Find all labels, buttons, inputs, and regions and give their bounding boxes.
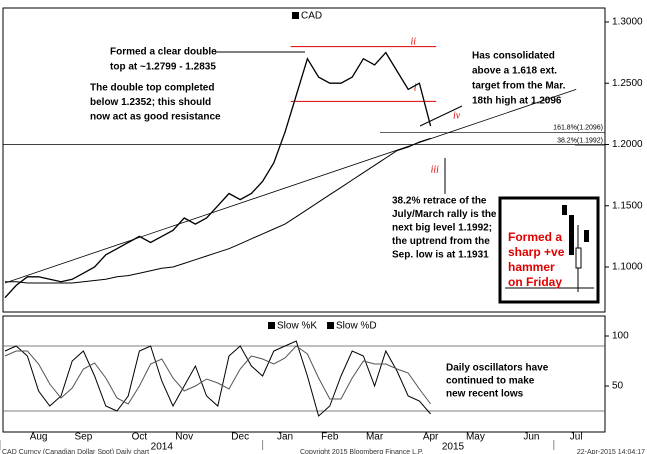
series-line xyxy=(5,137,431,284)
footer: Copyright 2015 Bloomberg Finance L.P. xyxy=(300,449,424,454)
x-tick-label: Jun xyxy=(523,432,539,443)
series-line xyxy=(4,340,431,417)
annotation: 18th high at 1.2096 xyxy=(472,96,562,107)
inset-note: sharp +ve xyxy=(508,245,565,259)
x-tick-label: Feb xyxy=(321,432,339,443)
annotation: Daily oscillators have xyxy=(446,363,549,374)
year-label: 2015 xyxy=(442,442,465,453)
fib-label: 38.2%(1.1992) xyxy=(557,137,603,144)
annotation: top at ~1.2799 - 1.2835 xyxy=(110,62,216,73)
x-tick-label: Apr xyxy=(423,432,439,443)
wave-label: i xyxy=(414,82,417,93)
legend-label: Slow %K xyxy=(277,321,317,332)
inset-note: Formed a xyxy=(508,230,562,244)
footer: CAD Curncy (Canadian Dollar Spot) Daily … xyxy=(2,449,149,454)
legend-label: CAD xyxy=(301,11,322,22)
x-tick-label: Jul xyxy=(570,432,583,443)
x-tick-label: Mar xyxy=(366,432,384,443)
inset-box xyxy=(498,196,600,304)
x-tick-label: Oct xyxy=(132,432,148,443)
x-tick-label: Nov xyxy=(175,432,193,443)
inset-note: on Friday xyxy=(508,275,562,289)
x-tick-label: Jan xyxy=(277,432,293,443)
legend-label: Slow %D xyxy=(336,321,377,332)
price-panel xyxy=(2,7,606,313)
fib-label: 161.8%(1.2096) xyxy=(553,125,603,132)
footer: 22-Apr-2015 14:04:17 xyxy=(577,449,645,454)
wave-label: iii xyxy=(431,164,440,175)
annotation: Sep. low is at 1.1931 xyxy=(392,250,489,261)
pointer xyxy=(419,105,463,127)
inset-candle xyxy=(575,247,582,269)
annotation: above a 1.618 ext. xyxy=(472,66,557,77)
annotation: Formed a clear double xyxy=(110,47,217,58)
legend-swatch xyxy=(268,322,275,329)
x-tick-label: Sep xyxy=(75,432,93,443)
y-tick-label: 1.1500 xyxy=(612,200,643,211)
annotation: The double top completed xyxy=(90,83,214,94)
series-line xyxy=(4,51,432,299)
y-tick-label: 1.3000 xyxy=(612,17,643,28)
annotation: 38.2% retrace of the xyxy=(392,196,487,207)
annotation: new recent lows xyxy=(446,389,524,400)
annotation: next big level 1.1992; xyxy=(392,223,492,234)
y-tick-label: 100 xyxy=(612,331,629,342)
wave-label: iv xyxy=(453,110,461,121)
year-label: 2014 xyxy=(151,442,174,453)
trend-line xyxy=(4,88,577,284)
annotation: the uptrend from the xyxy=(392,236,490,247)
annotation: target from the Mar. xyxy=(472,81,566,92)
annotation: continued to make xyxy=(446,376,535,387)
y-tick-label: 1.1000 xyxy=(612,262,643,273)
x-tick-label: Dec xyxy=(231,432,249,443)
y-tick-label: 1.2500 xyxy=(612,78,643,89)
inset-candle xyxy=(562,205,567,215)
oscillator-panel xyxy=(2,315,606,433)
annotation: below 1.2352; this should xyxy=(90,97,211,108)
x-tick-label: Aug xyxy=(30,432,48,443)
y-tick-label: 1.2000 xyxy=(612,139,643,150)
inset xyxy=(498,196,600,304)
inset-note: hammer xyxy=(508,260,555,274)
annotation: July/March rally is the xyxy=(392,209,497,220)
annotation: now act as good resistance xyxy=(90,112,221,123)
wave-label: ii xyxy=(410,36,416,47)
annotation: Has consolidated xyxy=(472,51,555,62)
y-tick-label: 50 xyxy=(612,381,624,392)
x-tick-label: May xyxy=(466,432,485,443)
legend-swatch xyxy=(292,12,299,19)
series-line xyxy=(4,345,432,405)
inset-candle xyxy=(584,230,589,242)
legend-swatch xyxy=(327,322,335,329)
inset-candle xyxy=(569,215,574,255)
